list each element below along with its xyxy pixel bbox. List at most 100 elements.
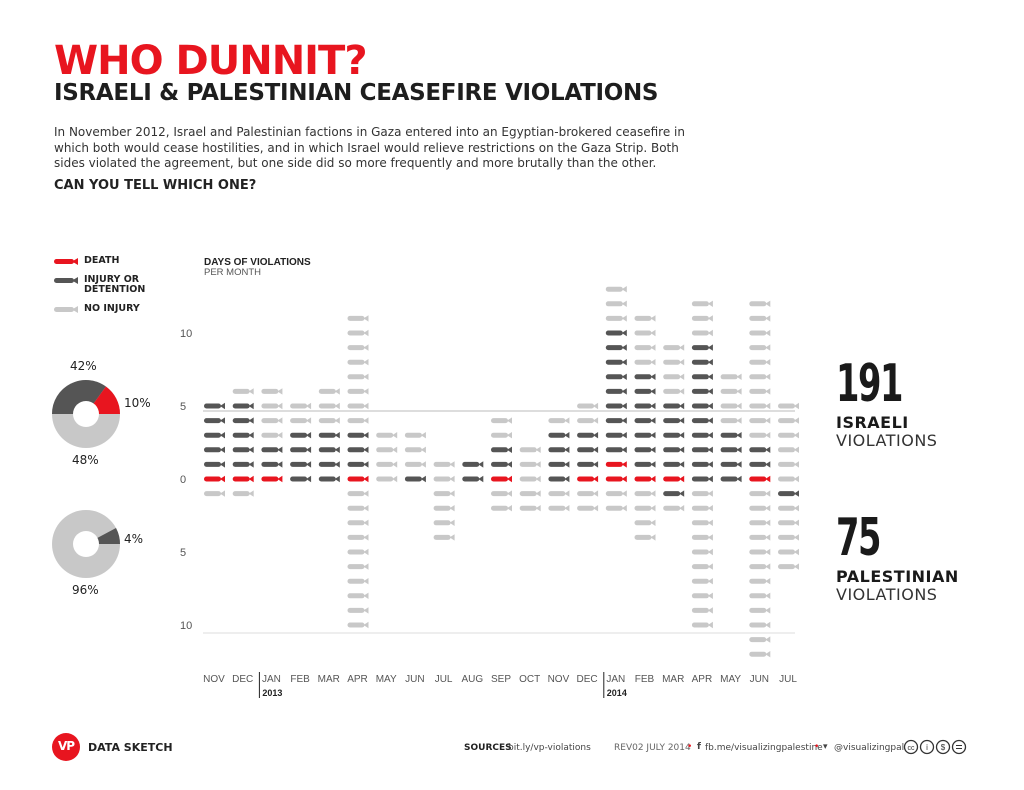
israeli-no-injury-mark xyxy=(691,315,713,322)
palestinian-no-injury-mark xyxy=(691,607,713,614)
israeli-no-injury-mark xyxy=(691,300,713,307)
sources-link[interactable]: bit.ly/vp-violations xyxy=(508,743,591,753)
israeli-injury-mark xyxy=(663,402,685,410)
legend-death-label: DEATH xyxy=(84,255,120,266)
israeli-injury-mark xyxy=(691,432,713,439)
israeli-injury-mark xyxy=(318,461,340,468)
israeli-no-injury-mark xyxy=(605,286,627,293)
palestinian-no-injury-mark xyxy=(749,651,771,658)
palestinian-no-injury-mark xyxy=(778,548,799,556)
page-title: WHO DUNNIT? xyxy=(54,38,368,84)
palestinian-pie-chart xyxy=(52,510,120,578)
israeli-no-injury-mark xyxy=(634,329,656,337)
palestinian-no-injury-mark xyxy=(347,563,369,570)
israeli-injury-mark xyxy=(290,432,312,439)
palestinian-injury-pct: 4% xyxy=(124,532,144,546)
x-tick-label: JAN xyxy=(262,674,281,685)
israeli-no-injury-mark xyxy=(778,417,799,424)
israeli-injury-mark xyxy=(548,432,570,439)
israeli-no-injury-mark xyxy=(720,417,742,424)
israeli-injury-mark xyxy=(691,417,713,424)
x-tick-label: JUL xyxy=(435,674,453,685)
israeli-no-injury-mark xyxy=(778,432,799,439)
israeli-injury-mark xyxy=(404,475,426,483)
israeli-no-injury-mark xyxy=(691,329,713,337)
israeli-injury-mark xyxy=(548,446,570,453)
y-tick-up: 10 xyxy=(180,328,192,340)
legend-none-label: NO INJURY xyxy=(84,303,140,314)
palestinian-no-injury-mark xyxy=(204,490,225,497)
x-tick-label: AUG xyxy=(461,674,483,685)
israeli-no-injury-mark xyxy=(749,417,771,424)
israeli-no-injury-mark xyxy=(519,461,541,468)
israeli-injury-mark xyxy=(663,432,685,439)
israeli-death-pct: 10% xyxy=(124,396,151,410)
palestinian-no-injury-mark xyxy=(347,490,369,497)
israeli-no-injury-mark xyxy=(663,373,685,380)
israeli-injury-mark xyxy=(261,446,283,453)
israeli-injury-mark xyxy=(318,432,340,439)
israeli-no-injury-mark xyxy=(519,475,541,483)
israeli-injury-mark xyxy=(491,461,512,468)
separator-dot: • xyxy=(687,742,693,752)
israeli-injury-mark xyxy=(347,432,369,439)
x-tick-label: JUN xyxy=(405,674,424,685)
israeli-injury-mark xyxy=(691,388,713,395)
palestinian-no-injury-mark xyxy=(691,563,713,570)
israeli-injury-mark xyxy=(605,373,627,380)
israeli-injury-mark xyxy=(232,417,254,424)
israeli-total-label: ISRAELI xyxy=(836,413,909,432)
israeli-injury-mark xyxy=(634,432,656,439)
brand-name: DATA SKETCH xyxy=(88,741,173,754)
year-label: 2014 xyxy=(607,688,627,698)
israeli-injury-mark xyxy=(347,461,369,468)
israeli-injury-mark xyxy=(548,475,570,483)
x-tick-label: NOV xyxy=(548,674,570,685)
x-tick-label: FEB xyxy=(635,674,655,685)
israeli-no-injury-mark xyxy=(318,402,340,410)
palestinian-no-injury-mark xyxy=(749,578,771,585)
israeli-injury-mark xyxy=(663,446,685,453)
israeli-no-injury-mark xyxy=(634,315,656,322)
israeli-injury-mark xyxy=(720,446,742,453)
palestinian-no-injury-mark xyxy=(232,490,254,497)
israeli-no-injury-mark xyxy=(663,388,685,395)
israeli-injury-mark xyxy=(232,446,254,453)
palestinian-no-injury-mark xyxy=(749,548,771,556)
israeli-no-injury-mark xyxy=(290,417,312,424)
israeli-no-injury-mark xyxy=(232,388,254,395)
israeli-no-injury-mark xyxy=(347,373,369,380)
israeli-injury-mark xyxy=(577,432,599,439)
israeli-injury-mark xyxy=(634,388,656,395)
israeli-injury-mark xyxy=(749,446,771,453)
palestinian-no-injury-mark xyxy=(433,490,455,497)
israeli-death-mark xyxy=(491,475,512,483)
israeli-injury-mark xyxy=(634,402,656,410)
x-tick-label: JUL xyxy=(779,674,797,685)
israeli-injury-mark xyxy=(663,461,685,468)
palestinian-no-injury-mark xyxy=(749,636,771,643)
israeli-no-injury-mark xyxy=(261,417,283,424)
israeli-injury-mark xyxy=(232,402,254,410)
israeli-no-injury-mark xyxy=(347,388,369,395)
palestinian-no-injury-mark xyxy=(634,534,656,541)
year-label: 2013 xyxy=(262,688,282,698)
palestinian-no-injury-mark xyxy=(347,548,369,556)
israeli-no-injury-mark xyxy=(290,402,312,410)
facebook-link[interactable]: fb.me/visualizingpalestine xyxy=(705,743,823,753)
israeli-no-injury-mark xyxy=(749,388,771,395)
israeli-injury-mark xyxy=(634,446,656,453)
israeli-no-injury-mark xyxy=(404,461,426,468)
israeli-death-mark xyxy=(663,475,685,483)
twitter-link[interactable]: @visualizingpal xyxy=(834,743,905,753)
israeli-no-injury-mark xyxy=(318,388,340,395)
y-tick-up: 5 xyxy=(180,401,186,413)
israeli-no-injury-mark xyxy=(376,475,398,483)
palestinian-no-injury-mark xyxy=(749,490,771,497)
israeli-no-injury-mark xyxy=(749,300,771,307)
palestinian-no-injury-mark xyxy=(491,505,512,512)
palestinian-no-injury-mark xyxy=(634,505,656,512)
israeli-injury-mark xyxy=(691,402,713,410)
palestinian-injury-mark xyxy=(778,490,799,497)
israeli-injury-mark xyxy=(318,446,340,453)
